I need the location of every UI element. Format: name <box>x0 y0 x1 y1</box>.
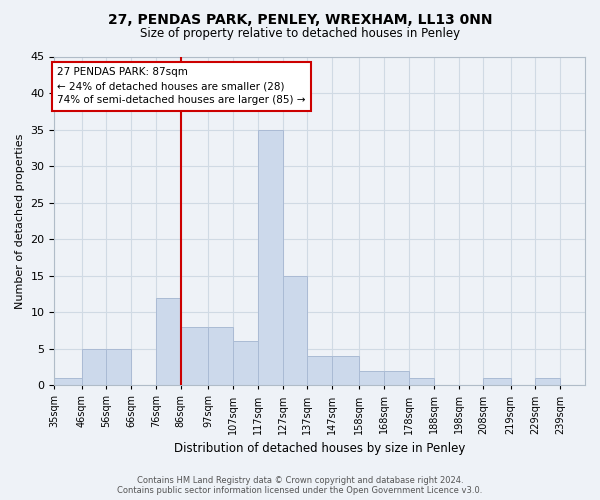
X-axis label: Distribution of detached houses by size in Penley: Distribution of detached houses by size … <box>174 442 466 455</box>
Bar <box>181 327 208 386</box>
Text: 27, PENDAS PARK, PENLEY, WREXHAM, LL13 0NN: 27, PENDAS PARK, PENLEY, WREXHAM, LL13 0… <box>108 12 492 26</box>
Bar <box>106 348 131 386</box>
Text: Size of property relative to detached houses in Penley: Size of property relative to detached ho… <box>140 28 460 40</box>
Bar <box>233 342 258 386</box>
Bar <box>484 378 511 386</box>
Bar <box>55 378 82 386</box>
Bar <box>332 356 359 386</box>
Bar <box>307 356 332 386</box>
Bar <box>359 370 384 386</box>
Bar <box>283 276 307 386</box>
Bar <box>208 327 233 386</box>
Bar <box>156 298 181 386</box>
Bar <box>82 348 106 386</box>
Bar <box>258 130 283 386</box>
Text: Contains HM Land Registry data © Crown copyright and database right 2024.
Contai: Contains HM Land Registry data © Crown c… <box>118 476 482 495</box>
Bar <box>535 378 560 386</box>
Y-axis label: Number of detached properties: Number of detached properties <box>15 133 25 308</box>
Text: 27 PENDAS PARK: 87sqm
← 24% of detached houses are smaller (28)
74% of semi-deta: 27 PENDAS PARK: 87sqm ← 24% of detached … <box>57 68 305 106</box>
Bar <box>384 370 409 386</box>
Bar <box>409 378 434 386</box>
